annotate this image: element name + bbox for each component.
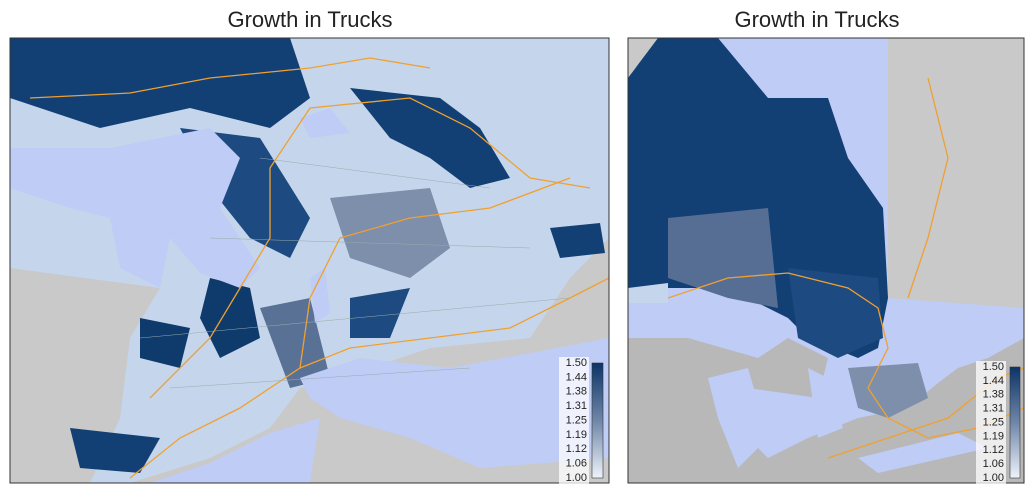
legend-label: 1.06 [566,458,587,470]
legend-background [559,357,589,484]
map-right: 1.50 1.44 1.38 1.311.25 1.19 1.12 1.06 1.00 [627,37,1025,484]
legend-label: 1.38 [566,386,587,398]
legend-label: 1.44 [983,375,1004,387]
legend-label: 1.00 [983,472,1004,484]
legend-label: 1.19 [983,430,1004,442]
legend-label: 1.00 [566,472,587,484]
legend-label: 1.25 [983,416,1004,428]
legend-label: 1.50 [983,361,1004,373]
legend-background [976,361,1006,484]
legend-label: 1.50 [566,357,587,369]
legend-label: 1.12 [983,444,1004,456]
map-left: 1.50 1.44 1.38 1.31 1.25 1.19 1.12 1.06 1.00 [9,37,610,484]
legend-label: 1.25 [566,414,587,426]
legend-label: 1.31 [983,403,1004,415]
panel-title: Growth in Trucks [227,7,392,32]
colorbar [1009,366,1021,479]
panel-title: Growth in Trucks [734,7,899,32]
legend: 1.50 1.44 1.38 1.311.25 1.19 1.12 1.06 1.00 [976,361,1006,484]
legend-label: 1.12 [566,443,587,455]
legend: 1.50 1.44 1.38 1.31 1.25 1.19 1.12 1.06 1.00 [559,357,589,484]
colorbar [591,362,604,479]
legend-label: 1.06 [983,458,1004,470]
legend-label: 1.44 [566,371,587,383]
legend-label: 1.38 [983,389,1004,401]
legend-label: 1.31 [566,400,587,412]
legend-label: 1.19 [566,429,587,441]
